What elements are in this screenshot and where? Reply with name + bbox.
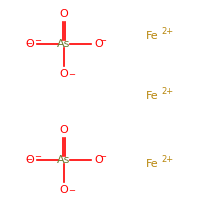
Text: O: O <box>60 185 68 195</box>
Text: O: O <box>60 9 68 19</box>
Text: O: O <box>60 125 68 135</box>
Text: −: − <box>25 40 32 48</box>
Text: −: − <box>34 36 41 45</box>
Text: O: O <box>25 155 34 165</box>
Text: Fe: Fe <box>146 31 159 41</box>
Text: −: − <box>34 152 41 161</box>
Text: O: O <box>25 39 34 49</box>
Text: As: As <box>57 155 71 165</box>
Text: −: − <box>100 36 107 45</box>
Text: −: − <box>25 156 32 164</box>
Text: −: − <box>100 152 107 161</box>
Text: −: − <box>68 70 75 79</box>
Text: O: O <box>94 155 103 165</box>
Text: 2+: 2+ <box>161 155 173 164</box>
Text: 2+: 2+ <box>161 27 173 36</box>
Text: As: As <box>57 39 71 49</box>
Text: −: − <box>68 186 75 195</box>
Text: O: O <box>60 69 68 79</box>
Text: O: O <box>94 39 103 49</box>
Text: Fe: Fe <box>146 91 159 101</box>
Text: Fe: Fe <box>146 159 159 169</box>
Text: 2+: 2+ <box>161 87 173 96</box>
